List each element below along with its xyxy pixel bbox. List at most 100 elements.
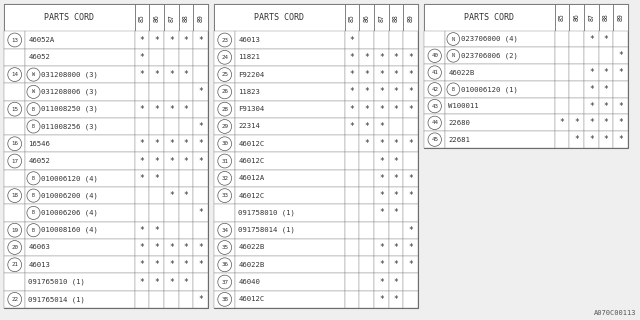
Bar	[179, 31, 193, 49]
Text: 38: 38	[221, 297, 228, 302]
Text: *: *	[198, 208, 203, 217]
Bar	[149, 4, 164, 31]
Text: 46012C: 46012C	[239, 193, 265, 199]
Bar	[584, 4, 598, 31]
Bar	[359, 291, 374, 308]
Bar	[374, 4, 388, 31]
Text: *: *	[604, 118, 609, 127]
Text: 010006200 (4): 010006200 (4)	[41, 192, 98, 199]
Bar	[179, 66, 193, 83]
Text: *: *	[140, 226, 144, 235]
Bar	[26, 100, 134, 118]
Bar	[236, 49, 344, 66]
Text: *: *	[604, 135, 609, 144]
Bar	[193, 152, 208, 170]
Bar	[193, 100, 208, 118]
Bar	[4, 31, 26, 49]
Bar	[388, 118, 403, 135]
Text: *: *	[379, 53, 383, 62]
Text: 46012C: 46012C	[239, 158, 265, 164]
Text: 86: 86	[154, 14, 159, 21]
Text: *: *	[604, 35, 609, 44]
Bar	[388, 291, 403, 308]
Bar	[26, 221, 134, 239]
Bar	[134, 273, 149, 291]
Bar	[214, 31, 236, 49]
Bar	[193, 239, 208, 256]
Bar	[344, 4, 359, 31]
Bar	[214, 83, 236, 100]
Bar	[403, 83, 418, 100]
Bar	[134, 291, 149, 308]
Text: 19: 19	[12, 228, 18, 233]
Text: 46013: 46013	[28, 262, 51, 268]
Bar	[134, 170, 149, 187]
Bar	[236, 204, 344, 221]
Text: 87: 87	[588, 13, 595, 21]
Bar	[403, 187, 418, 204]
Bar	[236, 135, 344, 152]
Bar	[149, 256, 164, 273]
Bar	[214, 273, 236, 291]
Bar	[344, 100, 359, 118]
Text: *: *	[169, 105, 173, 114]
Bar	[149, 118, 164, 135]
Text: *: *	[140, 243, 144, 252]
Text: *: *	[408, 260, 413, 269]
Bar	[388, 31, 403, 49]
Bar	[554, 131, 569, 148]
Bar	[359, 4, 374, 31]
Text: *: *	[184, 191, 188, 200]
Bar	[359, 187, 374, 204]
Bar	[179, 170, 193, 187]
Bar	[179, 221, 193, 239]
Text: *: *	[618, 118, 623, 127]
Text: *: *	[198, 260, 203, 269]
Text: *: *	[140, 260, 144, 269]
Bar	[569, 131, 584, 148]
Bar	[359, 49, 374, 66]
Text: 37: 37	[221, 280, 228, 284]
Bar	[344, 152, 359, 170]
Bar	[214, 4, 418, 308]
Text: *: *	[184, 243, 188, 252]
Bar	[26, 256, 134, 273]
Bar	[403, 4, 418, 31]
Bar	[179, 100, 193, 118]
Bar	[598, 47, 613, 64]
Bar	[134, 239, 149, 256]
Bar	[598, 115, 613, 131]
Text: 46040: 46040	[239, 279, 260, 285]
Bar	[374, 273, 388, 291]
Text: 46063: 46063	[28, 244, 51, 251]
Bar	[193, 135, 208, 152]
Bar	[236, 239, 344, 256]
Bar	[164, 204, 179, 221]
Text: 20: 20	[12, 245, 18, 250]
Bar	[4, 135, 26, 152]
Text: 85: 85	[559, 13, 565, 21]
Bar	[613, 81, 628, 98]
Text: *: *	[154, 226, 159, 235]
Text: *: *	[589, 135, 594, 144]
Bar	[149, 135, 164, 152]
Bar	[236, 187, 344, 204]
Bar	[598, 31, 613, 47]
Bar	[214, 256, 236, 273]
Text: W: W	[32, 89, 35, 94]
Bar	[598, 81, 613, 98]
Bar	[569, 64, 584, 81]
Text: *: *	[140, 36, 144, 44]
Bar	[214, 135, 236, 152]
Bar	[445, 81, 555, 98]
Text: *: *	[589, 85, 594, 94]
Bar	[424, 47, 445, 64]
Text: *: *	[379, 139, 383, 148]
Bar	[236, 256, 344, 273]
Text: PARTS CORD: PARTS CORD	[44, 13, 94, 22]
Bar	[598, 98, 613, 115]
Bar	[613, 131, 628, 148]
Bar	[344, 291, 359, 308]
Text: *: *	[169, 243, 173, 252]
Bar	[424, 4, 554, 31]
